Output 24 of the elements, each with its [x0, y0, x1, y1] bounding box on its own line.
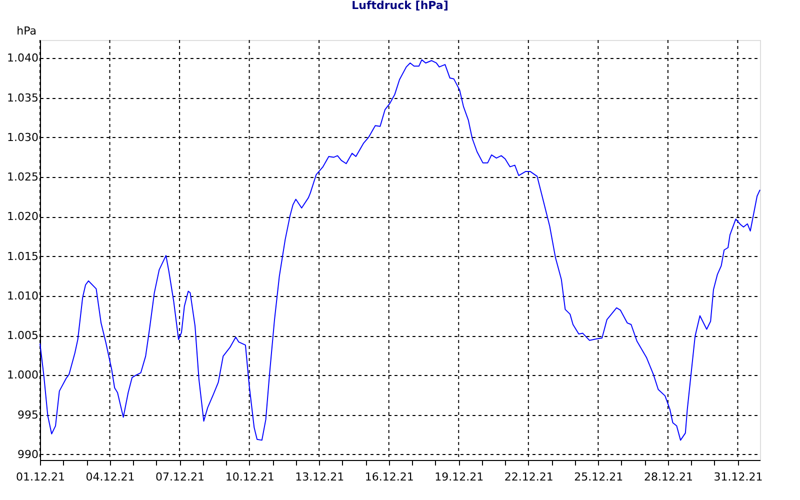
- y-tick-label: 1.030: [7, 130, 38, 144]
- x-tick-label: 22.12.21: [504, 470, 554, 484]
- y-tick-label: 1.005: [7, 329, 38, 342]
- chart-title: Luftdruck [hPa]: [352, 0, 448, 12]
- x-tick-label: 16.12.21: [364, 470, 414, 484]
- y-tick-label: 1.035: [7, 91, 38, 104]
- x-tick-label: 25.12.21: [574, 470, 624, 484]
- y-tick-label: 990: [18, 448, 38, 461]
- y-tick-label: 995: [18, 408, 38, 422]
- x-tick-label: 01.12.21: [16, 470, 65, 484]
- x-tick-label: 10.12.21: [225, 470, 274, 484]
- y-tick-label: 1.040: [7, 52, 38, 65]
- y-tick-label: 1.015: [7, 250, 38, 263]
- x-tick-label: 07.12.21: [156, 470, 205, 484]
- x-tick-label: 04.12.21: [86, 470, 135, 484]
- y-tick-label: 1.020: [7, 210, 38, 224]
- x-tick-label: 13.12.21: [295, 470, 344, 484]
- x-tick-label: 28.12.21: [644, 470, 693, 484]
- x-tick-label: 31.12.21: [714, 470, 763, 484]
- x-tick-label: 19.12.21: [434, 470, 484, 484]
- y-tick-label: 1.000: [7, 368, 38, 382]
- y-tick-label: 1.010: [7, 289, 38, 302]
- y-axis-title: hPa: [16, 24, 36, 38]
- y-tick-label: 1.025: [7, 170, 38, 184]
